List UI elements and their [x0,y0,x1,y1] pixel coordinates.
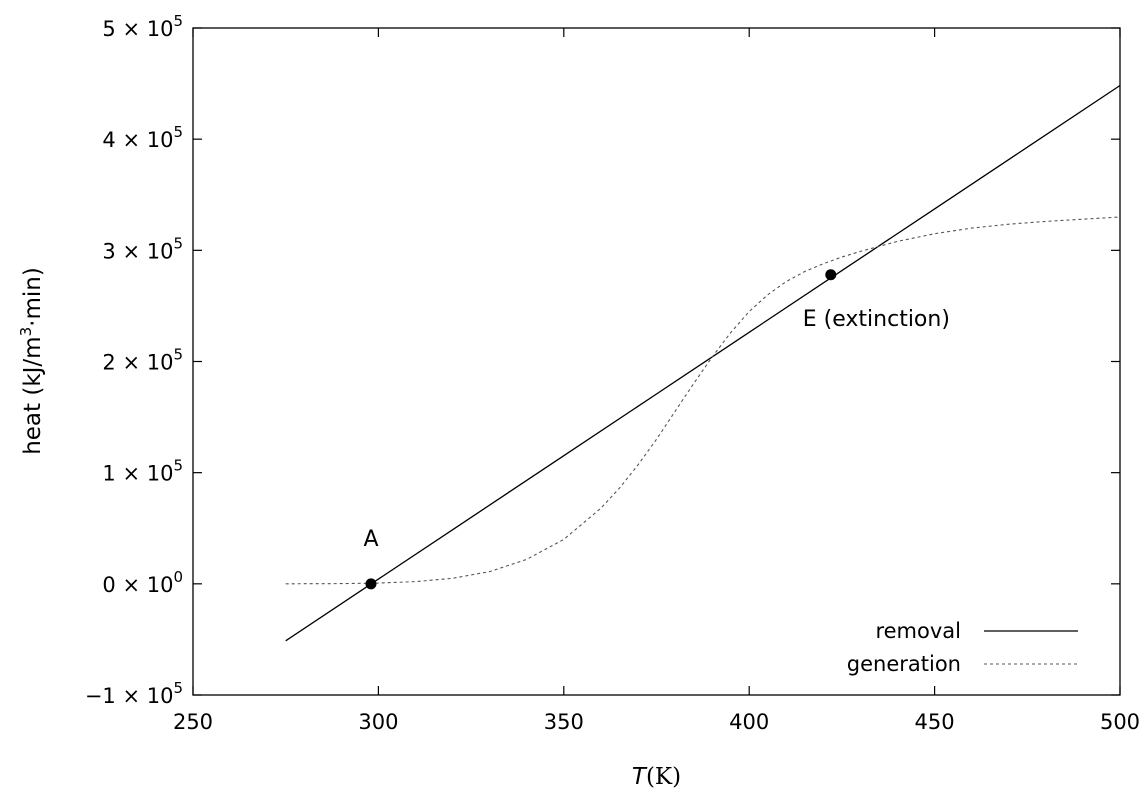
x-axis-unit: (K) [646,764,681,790]
x-tick-label: 250 [173,710,213,734]
point-label: E (extinction) [803,307,950,332]
legend: removal generation [847,619,1078,676]
y-tick-times: × 10 [116,239,174,263]
point-marker [365,578,377,590]
x-tick-label: 450 [915,710,955,734]
y-axis-title-main: heat (kJ/m [20,336,46,454]
y-tick-exponent: 5 [173,346,183,364]
y-tick-mantissa: 0 [102,573,115,597]
y-tick-mantissa: 2 [102,351,115,375]
x-axis-title: T(K) [632,764,681,790]
y-tick-times: × 10 [116,128,174,152]
y-tick-mantissa: 4 [102,128,115,152]
y-axis-title-sup: 3 [17,327,35,337]
plot-frame [192,27,1121,696]
y-tick-label: 2 × 105 [102,346,183,375]
y-tick-mantissa: 5 [102,17,115,41]
y-tick-mantissa: 1 [102,462,115,486]
y-tick-exponent: 0 [173,568,183,586]
x-axis-var: T [632,764,648,790]
y-tick-times: × 10 [116,351,174,375]
x-tick-label: 400 [729,710,769,734]
series-line-removal [285,84,1121,642]
y-tick-times: × 10 [116,573,174,597]
y-tick-exponent: 5 [173,12,183,30]
y-tick-times: × 10 [116,17,174,41]
y-tick-exponent: 5 [173,123,183,141]
x-tick-label: 300 [358,710,398,734]
y-tick-label: 1 × 105 [102,457,183,486]
legend-label: generation [847,652,961,676]
point-marker [825,269,837,281]
points-layer: A E (extinction) [363,269,950,590]
y-tick-mantissa: 3 [102,239,115,263]
y-axis-title: heat (kJ/m3·min) [17,267,46,455]
series-line-generation [285,216,1121,585]
y-tick-exponent: 5 [173,679,183,697]
x-tick-label: 500 [1100,710,1140,734]
y-tick-times: × 10 [116,684,174,708]
x-tick-label: 350 [544,710,584,734]
series-layer [285,84,1121,642]
y-tick-label: 4 × 105 [102,123,183,152]
y-tick-exponent: 5 [173,234,183,252]
y-tick-label: 0 × 100 [102,568,183,597]
point-label: A [363,527,378,552]
y-tick-label: −1 × 105 [85,679,183,708]
legend-label: removal [875,619,961,643]
y-tick-label: 5 × 105 [102,12,183,41]
y-tick-exponent: 5 [173,457,183,475]
y-tick-mantissa: −1 [85,684,116,708]
y-tick-times: × 10 [116,462,174,486]
y-axis-title-tail: ·min) [20,267,46,327]
y-tick-label: 3 × 105 [102,234,183,263]
